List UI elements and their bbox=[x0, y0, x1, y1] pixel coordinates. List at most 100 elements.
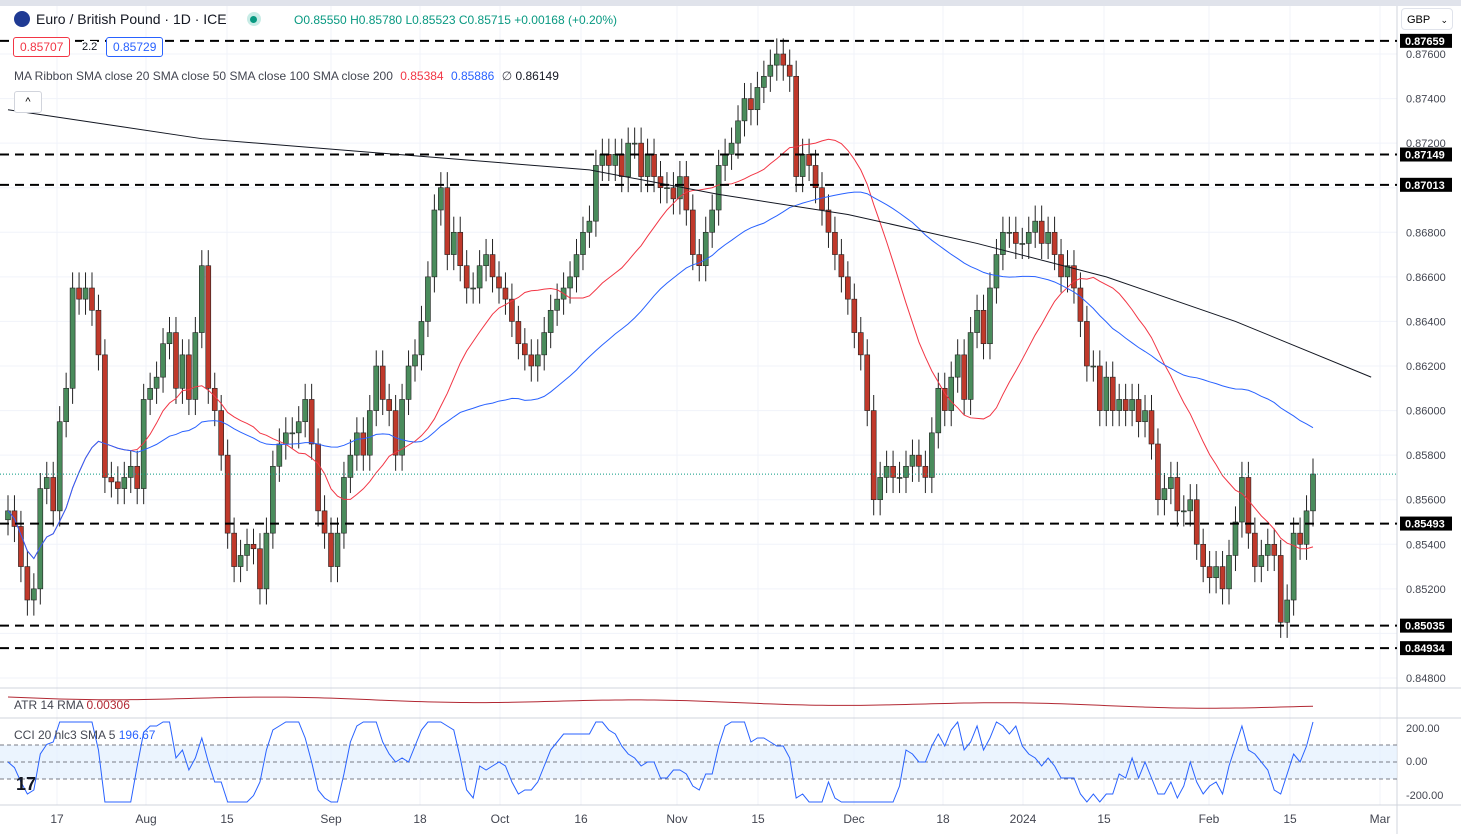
candle-body bbox=[496, 276, 502, 289]
candle bbox=[573, 238, 580, 293]
candle bbox=[845, 261, 851, 315]
candle-body bbox=[244, 543, 250, 556]
candle-body bbox=[173, 332, 179, 389]
candle bbox=[534, 339, 541, 382]
candle-body bbox=[186, 354, 192, 400]
candle-body bbox=[270, 465, 276, 534]
time-tick: 18 bbox=[936, 812, 950, 826]
atr-legend[interactable]: ATR 14 RMA 0.00306 bbox=[14, 698, 130, 712]
candle-body bbox=[793, 75, 799, 177]
candle-body bbox=[1148, 410, 1155, 445]
candle-body bbox=[780, 53, 787, 66]
candle bbox=[1064, 250, 1071, 293]
time-tick: 18 bbox=[413, 812, 427, 826]
candle-body bbox=[509, 298, 515, 322]
candle-body bbox=[870, 410, 877, 501]
candle-body bbox=[838, 254, 845, 278]
candle-body bbox=[754, 87, 761, 111]
candle-body bbox=[334, 532, 341, 567]
candle bbox=[102, 339, 108, 494]
time-tick: Dec bbox=[843, 812, 864, 826]
candle-body bbox=[76, 287, 82, 300]
candle bbox=[140, 383, 147, 505]
cci-legend[interactable]: CCI 20 hlc3 SMA 5 196.67 bbox=[14, 728, 155, 742]
candle-body bbox=[31, 588, 37, 601]
candle-body bbox=[612, 153, 619, 166]
candle-body bbox=[1193, 499, 1200, 545]
candle-body bbox=[547, 309, 554, 333]
candle bbox=[1025, 216, 1032, 260]
candle-body bbox=[102, 354, 108, 478]
candle-body bbox=[1071, 265, 1077, 289]
candle bbox=[502, 272, 509, 315]
candle-body bbox=[218, 410, 224, 456]
sma200-value: 0.86149 bbox=[515, 69, 559, 83]
candle bbox=[457, 216, 464, 282]
candle bbox=[43, 461, 50, 505]
candle bbox=[812, 149, 819, 204]
candle-body bbox=[573, 254, 580, 278]
candle-body bbox=[1174, 477, 1181, 512]
candle bbox=[450, 216, 457, 271]
candle-body bbox=[1284, 599, 1290, 623]
candle-body bbox=[812, 165, 819, 189]
candle-body bbox=[515, 321, 522, 345]
candle-body bbox=[954, 354, 961, 378]
candle bbox=[832, 216, 838, 271]
currency-select[interactable]: GBP ⌄ bbox=[1401, 8, 1453, 30]
flag-icon bbox=[14, 11, 30, 27]
candle bbox=[231, 517, 237, 583]
buy-button[interactable]: 0.85729 bbox=[106, 37, 164, 57]
candle bbox=[857, 316, 864, 371]
cci-label: CCI 20 hlc3 SMA 5 bbox=[14, 728, 116, 742]
candle bbox=[399, 383, 405, 471]
time-tick: Oct bbox=[491, 812, 510, 826]
candle bbox=[263, 517, 270, 605]
candle bbox=[761, 60, 767, 104]
candle-body bbox=[386, 399, 392, 411]
sell-button[interactable]: 0.85707 bbox=[13, 37, 71, 57]
candle-body bbox=[18, 526, 24, 567]
candle-body bbox=[722, 153, 728, 166]
candle-body bbox=[883, 465, 890, 478]
candle-body bbox=[941, 387, 948, 411]
candle-body bbox=[1006, 231, 1013, 234]
candle bbox=[308, 383, 315, 460]
candle bbox=[134, 450, 141, 505]
candle bbox=[82, 272, 89, 315]
change-value: +0.00168 (+0.20%) bbox=[514, 13, 617, 27]
candle-body bbox=[1109, 376, 1116, 411]
candle bbox=[354, 417, 360, 471]
symbol-title[interactable]: Euro / British Pound · 1D · ICE bbox=[36, 11, 227, 27]
collapse-legend-button[interactable]: ^ bbox=[14, 91, 42, 113]
price-tick: 0.86200 bbox=[1406, 361, 1446, 373]
candle-body bbox=[127, 465, 134, 478]
time-tick: Sep bbox=[320, 812, 342, 826]
candle bbox=[1084, 305, 1090, 382]
candle bbox=[153, 361, 160, 404]
candle-body bbox=[1051, 231, 1058, 255]
candle-body bbox=[1297, 532, 1303, 545]
time-tick: 17 bbox=[50, 812, 64, 826]
candle bbox=[76, 272, 82, 315]
price-tick: 0.86400 bbox=[1406, 316, 1446, 328]
candle-body bbox=[354, 432, 360, 456]
candle bbox=[1258, 539, 1265, 583]
candle-body bbox=[95, 309, 102, 356]
candle bbox=[412, 339, 418, 382]
candle-body bbox=[522, 343, 528, 356]
candle-body bbox=[1277, 555, 1284, 623]
candle-body bbox=[618, 153, 625, 177]
candle bbox=[63, 372, 69, 438]
candle-body bbox=[644, 153, 651, 177]
candle bbox=[1174, 461, 1181, 527]
candle bbox=[715, 149, 722, 226]
candle bbox=[1097, 350, 1103, 427]
ma-ribbon-legend[interactable]: MA Ribbon SMA close 20 SMA close 50 SMA … bbox=[14, 69, 559, 83]
candle bbox=[1038, 205, 1045, 260]
sma100-value: ∅ bbox=[501, 69, 513, 83]
level-label: 0.85035 bbox=[1405, 621, 1445, 633]
candle-body bbox=[683, 176, 690, 211]
